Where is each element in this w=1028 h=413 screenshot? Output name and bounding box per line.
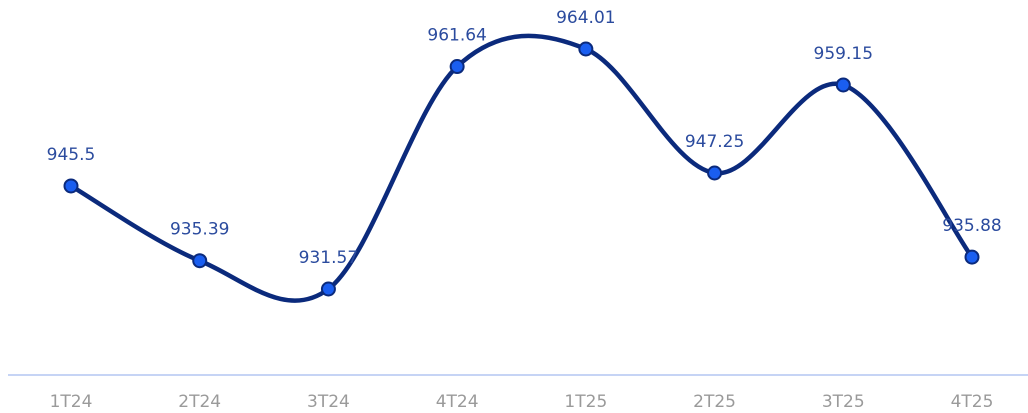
- data-label: 935.39: [170, 220, 229, 240]
- x-tick-label: 4T25: [951, 392, 994, 412]
- data-label: 961.64: [427, 26, 486, 46]
- data-label: 945.5: [47, 145, 96, 165]
- data-label: 964.01: [556, 8, 615, 28]
- data-label: 959.15: [814, 44, 873, 64]
- point: [835, 77, 851, 93]
- point: [449, 59, 465, 75]
- point: [320, 281, 336, 297]
- point: [63, 178, 79, 194]
- point: [192, 253, 208, 269]
- point: [707, 165, 723, 181]
- data-label: 947.25: [685, 132, 744, 152]
- data-label: 935.88: [942, 216, 1001, 236]
- x-tick-label: 1T25: [564, 392, 607, 412]
- x-tick-label: 3T25: [822, 392, 865, 412]
- x-tick-label: 2T24: [178, 392, 221, 412]
- x-tick-label: 2T25: [693, 392, 736, 412]
- data-label: 931.57: [299, 248, 358, 268]
- x-tick-label: 3T24: [307, 392, 350, 412]
- x-tick-label: 1T24: [50, 392, 93, 412]
- point: [578, 41, 594, 57]
- x-tick-label: 4T24: [436, 392, 479, 412]
- point: [964, 249, 980, 265]
